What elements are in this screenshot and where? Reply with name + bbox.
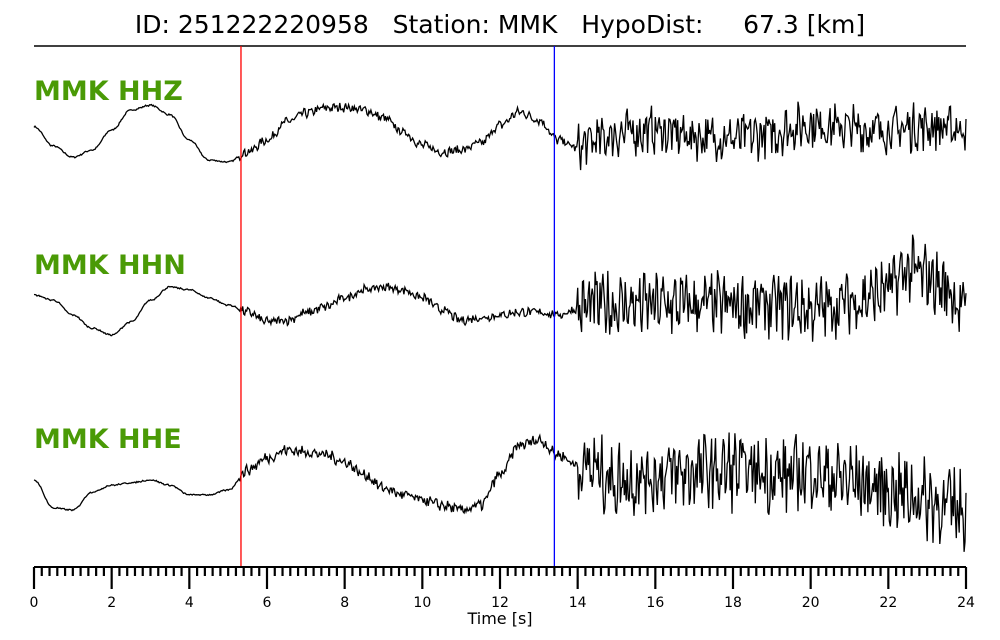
x-tick-label: 14 [569, 595, 587, 611]
phase-markers [240, 46, 556, 567]
x-tick-label: 20 [802, 595, 820, 611]
x-tick-label: 8 [340, 595, 349, 611]
chart-title: ID: 251222220958 Station: MMK HypoDist: … [134, 10, 866, 39]
x-tick-label: 4 [185, 595, 194, 611]
trace-labels: MMK HHZ MMK HHN MMK HHE [34, 76, 186, 455]
x-axis: 0 2 4 6 8 10 12 14 16 18 20 22 24 [30, 566, 975, 611]
x-tick-label: 0 [30, 595, 39, 611]
x-axis-label: Time [s] [466, 609, 532, 628]
trace-label-hhe: MMK HHE [34, 424, 182, 455]
traces [33, 101, 967, 552]
trace-label-hhz: MMK HHZ [34, 76, 183, 107]
x-tick-label: 6 [263, 595, 272, 611]
x-tick-label: 16 [646, 595, 664, 611]
x-tick-label: 22 [879, 595, 897, 611]
x-tick-label: 2 [107, 595, 116, 611]
x-tick-label: 24 [957, 595, 975, 611]
x-tick-label: 12 [491, 595, 509, 611]
trace-mmk-hhn [33, 234, 967, 342]
trace-mmk-hhe [33, 432, 967, 552]
x-tick-label: 10 [413, 595, 431, 611]
x-tick-label: 18 [724, 595, 742, 611]
trace-label-hhn: MMK HHN [34, 250, 186, 281]
trace-mmk-hhz [33, 101, 967, 171]
